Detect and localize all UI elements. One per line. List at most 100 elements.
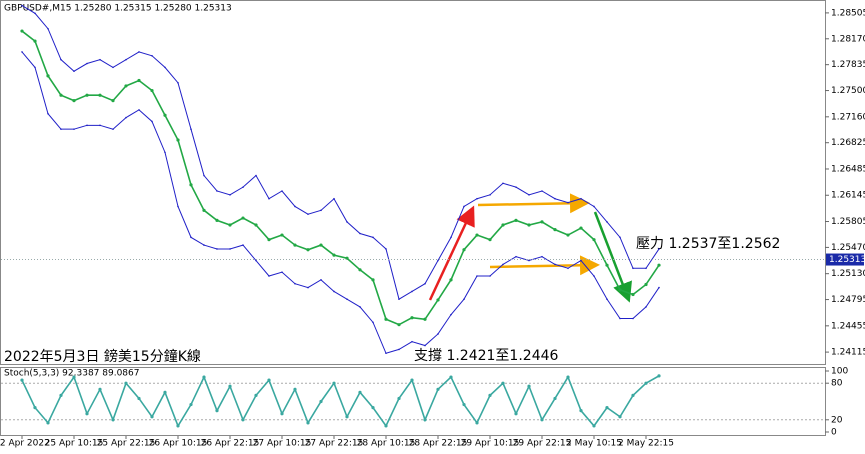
point xyxy=(449,375,453,379)
point xyxy=(254,223,258,227)
point xyxy=(151,54,153,57)
point xyxy=(215,218,219,222)
point xyxy=(306,421,310,425)
point xyxy=(176,424,180,428)
point xyxy=(644,282,648,287)
point xyxy=(202,375,206,379)
point xyxy=(436,298,440,302)
point xyxy=(20,29,24,33)
point xyxy=(657,263,661,267)
point xyxy=(163,113,167,117)
point xyxy=(632,317,634,320)
point xyxy=(242,186,244,188)
point xyxy=(345,415,349,419)
series-line xyxy=(21,30,660,326)
point xyxy=(320,209,322,212)
point xyxy=(554,263,556,266)
point xyxy=(151,120,153,123)
point xyxy=(98,387,102,391)
point xyxy=(21,51,23,53)
point xyxy=(138,51,140,53)
point xyxy=(437,259,439,262)
point xyxy=(72,375,76,379)
point xyxy=(554,197,556,200)
point xyxy=(541,190,543,192)
point xyxy=(34,12,36,15)
point xyxy=(319,399,323,404)
point xyxy=(540,418,544,422)
point xyxy=(397,396,401,401)
point xyxy=(371,278,375,282)
point xyxy=(333,197,335,200)
stoch-pane xyxy=(0,367,826,436)
point xyxy=(462,402,466,407)
point xyxy=(424,344,426,347)
point xyxy=(436,387,440,391)
arrow xyxy=(489,255,600,276)
point xyxy=(606,298,608,300)
series-line xyxy=(21,5,660,300)
point xyxy=(33,39,37,43)
point xyxy=(580,197,582,200)
point xyxy=(294,282,296,285)
point xyxy=(359,232,361,235)
point xyxy=(411,340,413,343)
point xyxy=(125,58,127,61)
point xyxy=(190,236,192,239)
point xyxy=(579,226,583,230)
y-tick-label: 20 xyxy=(831,415,843,425)
arrow xyxy=(593,211,632,303)
point xyxy=(215,409,219,413)
point xyxy=(85,412,89,416)
point xyxy=(645,306,647,308)
point xyxy=(658,286,660,289)
x-tick-label: 29 Apr 10:15 xyxy=(461,439,520,449)
point xyxy=(124,84,128,88)
point xyxy=(632,267,634,270)
price-pane xyxy=(0,0,826,365)
point xyxy=(593,275,595,277)
x-tick-label: 26 Apr 10:15 xyxy=(149,439,208,449)
y-tick-label: 1.24115 xyxy=(831,348,865,358)
x-tick-label: 25 Apr 22:15 xyxy=(97,439,156,449)
point xyxy=(177,205,179,208)
point xyxy=(619,317,621,320)
stoch-title: Stoch(5,3,3) 92.3387 89.0867 xyxy=(4,369,139,379)
annotation: 壓力 1.2537至1.2562 xyxy=(636,236,780,252)
point xyxy=(177,82,179,84)
point xyxy=(216,248,218,250)
point xyxy=(86,62,88,65)
point xyxy=(332,253,336,257)
point xyxy=(514,412,518,416)
point xyxy=(99,124,101,127)
point xyxy=(476,197,478,200)
point xyxy=(189,402,193,407)
point xyxy=(280,412,284,416)
x-tick-label: 25 Apr 10:15 xyxy=(45,439,104,449)
point xyxy=(528,194,530,196)
point xyxy=(606,221,608,223)
point xyxy=(281,190,283,192)
y-tick-label: 1.27835 xyxy=(831,60,865,70)
point xyxy=(46,74,50,78)
x-tick-label: 2 May 10:15 xyxy=(566,439,622,449)
point xyxy=(488,238,492,242)
point xyxy=(515,255,517,258)
point xyxy=(619,236,621,239)
point xyxy=(501,381,505,385)
y-tick-label: 1.26825 xyxy=(831,138,865,148)
point xyxy=(540,220,544,224)
point xyxy=(216,190,218,192)
y-tick-label: 1.24795 xyxy=(831,295,865,305)
point xyxy=(450,313,452,316)
point xyxy=(176,138,180,142)
point xyxy=(645,267,647,270)
point xyxy=(112,128,114,130)
point xyxy=(384,424,388,428)
point xyxy=(592,424,596,428)
point xyxy=(228,223,232,227)
point xyxy=(150,415,154,419)
point xyxy=(592,238,596,242)
point xyxy=(385,248,387,250)
point xyxy=(229,194,231,196)
